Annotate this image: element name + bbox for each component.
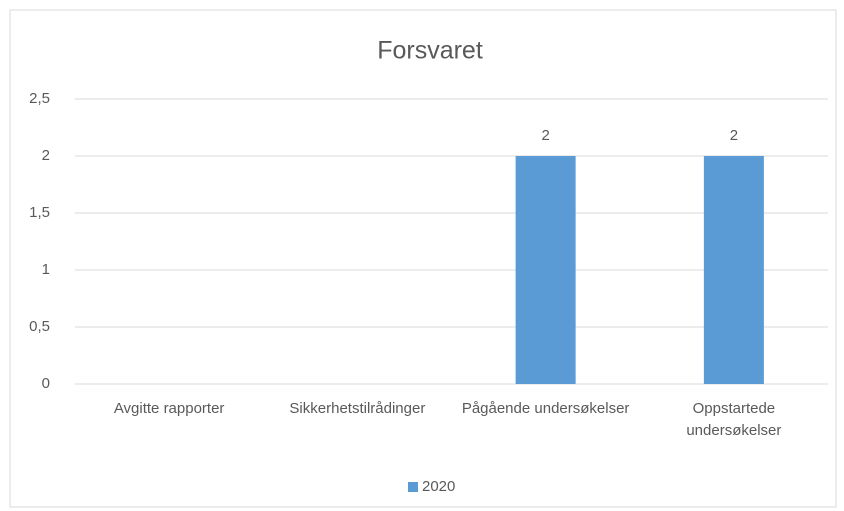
data-label: 2 — [541, 127, 549, 144]
chart-title: Forsvaret — [377, 37, 483, 65]
y-tick-label: 1,5 — [29, 204, 50, 221]
x-tick-label: Pågående undersøkelser — [461, 400, 630, 417]
x-tick-label: Oppstartede undersøkelser — [686, 400, 782, 439]
legend-label: 2020 — [422, 478, 455, 495]
y-tick-label: 0,5 — [29, 318, 50, 335]
chart-border — [9, 9, 837, 508]
bar — [703, 156, 764, 384]
y-tick-label: 0 — [42, 375, 50, 392]
data-label: 2 — [730, 127, 738, 144]
legend-swatch — [408, 482, 418, 492]
bar — [515, 156, 576, 384]
x-tick-label: Sikkerhetstilrådinger — [289, 400, 426, 417]
y-tick-label: 2,5 — [29, 90, 50, 107]
y-tick-label: 1 — [42, 261, 50, 278]
x-tick-label: Avgitte rapporter — [113, 400, 225, 417]
y-tick-label: 2 — [42, 147, 50, 164]
